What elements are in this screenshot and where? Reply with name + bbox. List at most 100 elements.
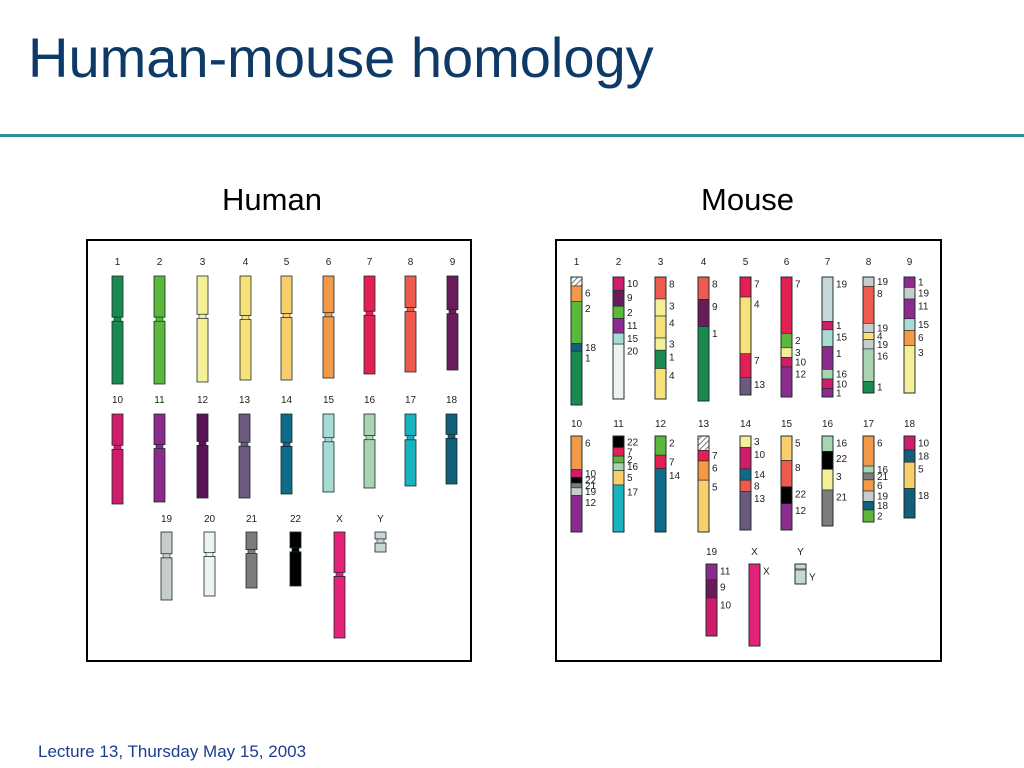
- human-chromosome-Y-q-arm: [374, 542, 387, 553]
- human-chromosome-9-p-arm: [446, 275, 459, 311]
- mouse-karyotype-panel: 1 6 2 18 1 2 10 9 2 11 15 20 3 8 3 4 3 1 4 4 8 9 1 5 7 4 7 13 6 7 2 3 10…: [555, 239, 942, 662]
- mouse-chromosome-9-segment-0: [903, 276, 916, 288]
- mouse-chromosome-16-segment-0: [821, 435, 834, 452]
- mouse-chromosome-12-segment-1: [654, 454, 667, 469]
- human-chromosome-4-q-arm: [239, 319, 252, 381]
- human-chromosome-5-q-arm: [280, 317, 293, 381]
- mouse-chromosome-11-outline: [612, 435, 625, 533]
- mouse-chromosome-label-8: 8: [866, 257, 872, 268]
- mouse-chromosome-3-segment-2: [654, 315, 667, 339]
- mouse-homology-label-14-1: 10: [754, 450, 766, 461]
- mouse-chromosome-label-9: 9: [907, 257, 913, 268]
- human-chromosome-19-centromere: [162, 553, 171, 559]
- mouse-chromosome-X-segment-0: [748, 563, 761, 647]
- mouse-chromosome-14-segment-4: [739, 491, 752, 531]
- mouse-chromosome-label-10: 10: [571, 419, 583, 430]
- mouse-chromosome-label-16: 16: [822, 419, 834, 430]
- mouse-chromosome-5-segment-1: [739, 296, 752, 355]
- mouse-chromosome-13-segment-3: [697, 479, 710, 533]
- mouse-chromosome-4-segment-1: [697, 299, 710, 327]
- mouse-homology-label-2-4: 15: [627, 334, 639, 345]
- mouse-chromosome-2-segment-3: [612, 318, 625, 334]
- mouse-homology-label-15-0: 5: [795, 439, 801, 450]
- mouse-chromosome-6-segment-1: [780, 333, 793, 349]
- human-chromosome-10-q-arm: [111, 448, 124, 505]
- mouse-chromosome-2-segment-0: [612, 276, 625, 291]
- mouse-homology-label-18-2: 5: [918, 465, 924, 476]
- mouse-chromosome-Y-segment-0: [794, 569, 807, 585]
- mouse-homology-label-9-3: 15: [918, 320, 930, 331]
- mouse-homology-label-8-0: 19: [877, 277, 889, 288]
- mouse-chromosome-12-segment-0: [654, 435, 667, 456]
- human-chromosome-X-centromere: [335, 572, 344, 577]
- human-chromosome-label-5: 5: [284, 257, 290, 268]
- mouse-chromosome-X-outline: [748, 563, 761, 647]
- human-chromosome-13-q-arm: [238, 445, 251, 499]
- slide-footer: Lecture 13, Thursday May 15, 2003: [38, 742, 307, 761]
- mouse-homology-label-18-0: 10: [918, 438, 930, 449]
- mouse-chromosome-9-segment-5: [903, 345, 916, 394]
- mouse-homology-label-4-1: 9: [712, 302, 718, 313]
- mouse-chromosome-18-segment-3: [903, 488, 916, 519]
- mouse-chromosome-7-segment-3: [821, 346, 834, 370]
- mouse-chromosome-14-segment-1: [739, 446, 752, 470]
- mouse-chromosome-8-segment-1: [862, 285, 875, 324]
- mouse-homology-label-9-0: 1: [918, 278, 924, 289]
- mouse-chromosome-6-segment-2: [780, 347, 793, 358]
- mouse-chromosome-3-segment-3: [654, 337, 667, 351]
- mouse-homology-label-18-1: 18: [918, 452, 930, 463]
- human-chromosome-17-centromere: [406, 435, 415, 441]
- mouse-chromosome-17-segment-5: [862, 501, 875, 511]
- human-chromosome-20-p-arm: [203, 531, 216, 553]
- mouse-homology-label-2-1: 9: [627, 293, 633, 304]
- mouse-homology-label-4-2: 1: [712, 329, 718, 340]
- human-chromosome-label-8: 8: [408, 257, 414, 268]
- human-chromosome-6-p-arm: [322, 275, 335, 314]
- mouse-chromosome-1-segment-0: [570, 276, 583, 287]
- title-divider: [0, 134, 1024, 137]
- mouse-chromosome-8-segment-4: [862, 339, 875, 350]
- mouse-chromosome-10-segment-5: [570, 495, 583, 533]
- mouse-chromosome-14-segment-3: [739, 479, 752, 492]
- mouse-chromosome-15-outline: [780, 435, 793, 531]
- human-chromosome-12-q-arm: [196, 444, 209, 499]
- mouse-chromosome-4-outline: [697, 276, 710, 402]
- human-chromosome-2-centromere: [155, 316, 164, 322]
- human-chromosome-label-1: 1: [115, 257, 121, 268]
- mouse-homology-label-1-4: 1: [585, 354, 591, 365]
- human-chromosome-label-17: 17: [405, 395, 417, 406]
- human-chromosome-label-2: 2: [157, 257, 163, 268]
- human-chromosome-8-q-arm: [404, 311, 417, 373]
- human-chromosome-7-centromere: [365, 310, 374, 316]
- mouse-homology-label-4-0: 8: [712, 280, 718, 291]
- mouse-chromosome-17-segment-3: [862, 479, 875, 492]
- mouse-chromosome-2-outline: [612, 276, 625, 400]
- mouse-homology-label-8-3: 4: [877, 332, 883, 343]
- human-chromosome-label-15: 15: [323, 395, 335, 406]
- mouse-chromosome-12-segment-2: [654, 468, 667, 533]
- human-chromosome-label-4: 4: [243, 257, 249, 268]
- human-chromosome-7-q-arm: [363, 314, 376, 375]
- human-chromosome-17-q-arm: [404, 439, 417, 487]
- human-chromosome-6-centromere: [324, 312, 333, 318]
- human-chromosome-10-p-arm: [111, 413, 124, 446]
- human-chromosome-3-centromere: [198, 313, 207, 319]
- mouse-homology-label-5-2: 7: [754, 356, 760, 367]
- mouse-homology-label-6-4: 12: [795, 370, 807, 381]
- human-chromosome-8-p-arm: [404, 275, 417, 309]
- human-chromosome-5-p-arm: [280, 275, 293, 314]
- human-chromosome-12-centromere: [198, 441, 207, 446]
- mouse-homology-label-13-2: 6: [712, 463, 718, 474]
- mouse-chromosome-11-segment-0: [612, 435, 625, 448]
- mouse-chromosome-17-outline: [862, 435, 875, 523]
- mouse-homology-label-2-0: 10: [627, 279, 639, 290]
- mouse-homology-label-17-5: 18: [877, 501, 889, 512]
- human-chromosome-2-p-arm: [153, 275, 166, 318]
- mouse-chromosome-10-segment-3: [570, 482, 583, 489]
- mouse-homology-label-17-0: 6: [877, 439, 883, 450]
- mouse-chromosome-1-segment-3: [570, 343, 583, 352]
- mouse-homology-label-10-0: 6: [585, 439, 591, 450]
- mouse-chromosome-13-segment-1: [697, 450, 710, 462]
- mouse-chromosome-label-7: 7: [825, 257, 831, 268]
- mouse-chromosome-7-segment-6: [821, 388, 834, 398]
